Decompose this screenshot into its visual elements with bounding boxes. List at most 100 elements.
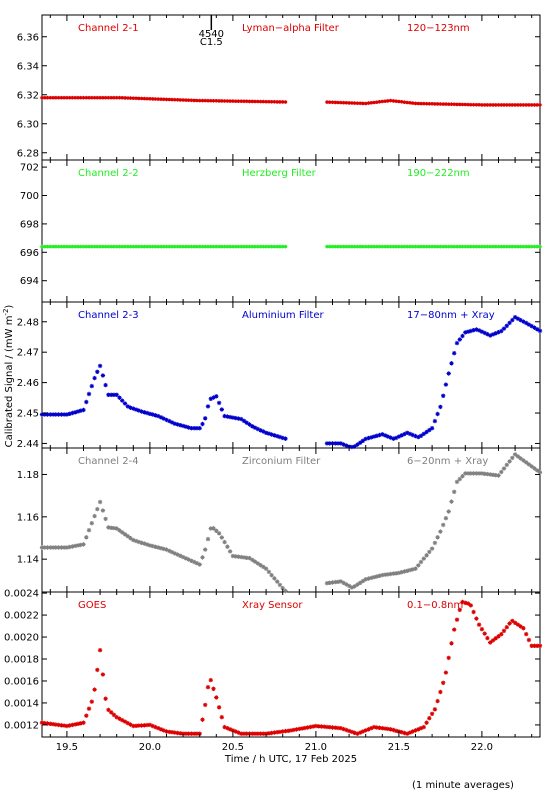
data-point-channel-2-4 — [178, 553, 183, 558]
data-point-channel-2-3 — [393, 435, 399, 441]
data-point-channel-2-1 — [253, 99, 257, 104]
data-point-channel-2-2 — [527, 244, 531, 249]
data-point-channel-2-2 — [225, 244, 230, 249]
data-point-channel-2-3 — [441, 393, 446, 398]
data-point-channel-2-1 — [355, 101, 360, 105]
data-point-goes — [499, 632, 504, 637]
data-point-channel-2-4 — [275, 579, 280, 584]
data-point-channel-2-1 — [344, 101, 349, 105]
data-point-goes — [150, 723, 155, 729]
data-point-channel-2-3 — [452, 351, 457, 356]
data-point-channel-2-4 — [366, 576, 371, 581]
data-point-goes — [476, 622, 482, 627]
data-point-channel-2-3 — [413, 433, 418, 439]
data-point-goes — [338, 726, 343, 731]
data-point-goes — [167, 729, 172, 735]
data-point-channel-2-4 — [106, 525, 111, 530]
data-point-goes — [59, 723, 64, 728]
data-point-channel-2-4 — [449, 499, 454, 504]
data-point-goes — [153, 724, 158, 730]
data-point-channel-2-3 — [133, 407, 139, 412]
data-point-channel-2-2 — [419, 244, 423, 249]
data-point-goes — [269, 730, 274, 736]
data-point-goes — [227, 727, 233, 732]
data-point-channel-2-3 — [424, 429, 429, 435]
data-point-channel-2-2 — [236, 244, 241, 249]
data-point-channel-2-3 — [324, 441, 330, 446]
data-point-channel-2-3 — [344, 443, 349, 448]
data-point-goes — [413, 728, 418, 733]
data-point-channel-2-2 — [416, 244, 421, 249]
data-point-channel-2-3 — [70, 410, 75, 416]
data-point-channel-2-1 — [399, 100, 404, 104]
data-point-channel-2-4 — [504, 462, 509, 468]
data-point-channel-2-1 — [203, 98, 207, 103]
data-point-goes — [330, 725, 335, 730]
data-point-channel-2-1 — [236, 99, 241, 103]
data-point-goes — [446, 655, 451, 661]
data-point-channel-2-4 — [252, 559, 258, 564]
data-point-goes — [443, 670, 449, 675]
data-point-goes — [457, 607, 462, 612]
data-point-channel-2-1 — [87, 95, 91, 100]
data-point-channel-2-4 — [89, 521, 95, 526]
data-point-channel-2-4 — [537, 470, 543, 475]
data-point-channel-2-1 — [45, 95, 50, 100]
data-point-channel-2-1 — [123, 96, 127, 100]
data-point-channel-2-2 — [267, 244, 271, 249]
data-point-channel-2-1 — [518, 103, 523, 107]
data-point-channel-2-2 — [231, 244, 235, 249]
data-point-channel-2-4 — [330, 580, 335, 585]
data-point-goes — [258, 731, 263, 736]
data-point-channel-2-2 — [109, 244, 113, 249]
data-point-goes — [410, 729, 415, 734]
data-point-channel-2-4 — [164, 547, 169, 552]
data-point-channel-2-2 — [228, 244, 232, 249]
panel-label-goes-0: GOES — [78, 600, 106, 611]
data-point-channel-2-1 — [62, 95, 66, 100]
data-point-goes — [45, 721, 50, 726]
data-point-channel-2-2 — [214, 244, 219, 249]
data-point-channel-2-4 — [172, 551, 178, 556]
data-point-channel-2-3 — [186, 425, 191, 430]
data-point-channel-2-4 — [283, 588, 288, 594]
data-point-channel-2-3 — [374, 433, 379, 438]
data-point-channel-2-2 — [164, 244, 169, 249]
data-point-channel-2-2 — [521, 244, 526, 249]
data-point-channel-2-3 — [507, 320, 512, 326]
data-point-channel-2-4 — [424, 553, 429, 558]
data-point-goes — [244, 731, 249, 736]
data-point-channel-2-1 — [106, 95, 111, 100]
data-point-channel-2-2 — [98, 244, 102, 249]
data-point-channel-2-4 — [363, 577, 368, 582]
data-point-channel-2-4 — [510, 455, 515, 461]
data-point-channel-2-1 — [220, 99, 224, 103]
data-point-channel-2-2 — [59, 244, 64, 249]
data-point-channel-2-2 — [355, 244, 360, 249]
data-point-channel-2-4 — [432, 540, 438, 546]
data-point-goes — [501, 628, 507, 633]
data-point-channel-2-4 — [535, 468, 540, 473]
data-point-channel-2-2 — [76, 244, 80, 249]
data-point-goes — [310, 724, 316, 729]
data-point-channel-2-2 — [449, 244, 454, 249]
data-point-channel-2-3 — [338, 441, 343, 446]
data-point-channel-2-1 — [247, 99, 252, 104]
ytick-label-channel-2-1: 6.32 — [17, 90, 39, 101]
data-point-channel-2-4 — [524, 460, 529, 465]
data-point-channel-2-3 — [238, 416, 244, 422]
data-point-channel-2-1 — [195, 98, 199, 103]
data-point-channel-2-1 — [410, 101, 415, 105]
data-point-channel-2-4 — [468, 471, 473, 476]
data-point-channel-2-1 — [90, 95, 94, 100]
data-point-channel-2-1 — [76, 95, 80, 100]
data-point-goes — [125, 720, 131, 726]
data-point-channel-2-1 — [131, 96, 136, 100]
data-point-channel-2-2 — [159, 244, 163, 249]
data-point-goes — [504, 625, 509, 630]
data-point-channel-2-1 — [40, 95, 44, 100]
ytick-label-channel-2-2: 702 — [20, 163, 39, 174]
data-point-channel-2-4 — [238, 554, 244, 560]
data-point-goes — [507, 621, 512, 626]
data-marks — [39, 95, 543, 736]
